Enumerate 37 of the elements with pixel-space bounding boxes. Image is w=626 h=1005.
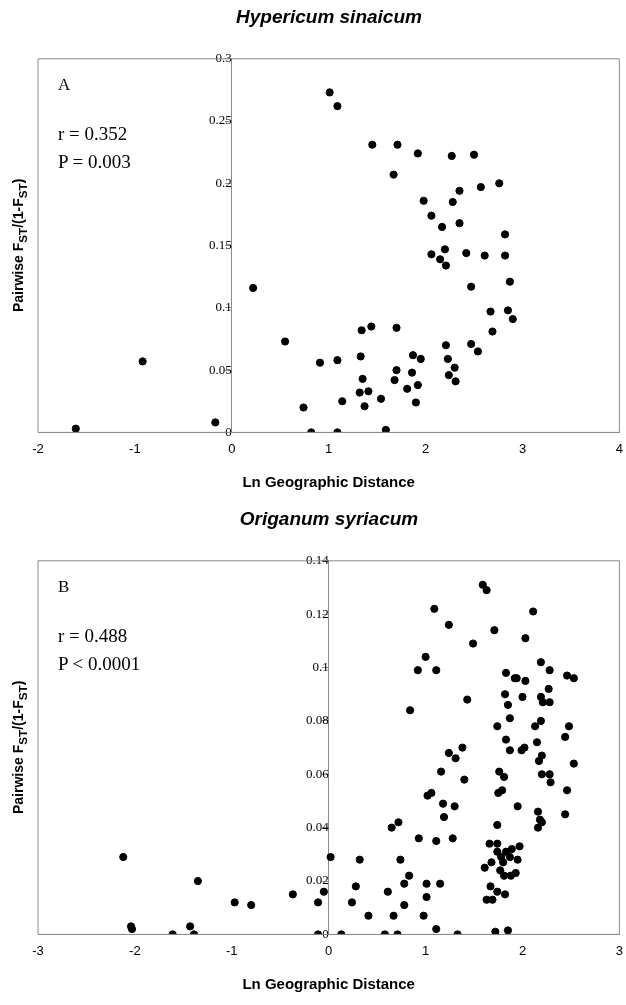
x-tick-label: 4 bbox=[615, 440, 623, 456]
annotation: P < 0.0001 bbox=[58, 652, 141, 675]
y-tick-label: 0.1 bbox=[215, 299, 232, 315]
chart-title: Hypericum sinaicum bbox=[236, 5, 423, 27]
y-tick-label: 0.02 bbox=[305, 872, 329, 888]
x-tick-label: 2 bbox=[421, 440, 430, 456]
y-tick-label: 0.06 bbox=[305, 765, 330, 781]
annotation: B bbox=[58, 576, 70, 597]
x-axis-title: Ln Geographic Distance bbox=[242, 975, 415, 993]
y-tick-label: 0.05 bbox=[209, 361, 232, 377]
x-tick-label: -1 bbox=[226, 942, 238, 958]
y-tick-label: 0 bbox=[322, 925, 329, 941]
y-tick-label: 0.08 bbox=[305, 712, 329, 728]
y-tick-label: 0.15 bbox=[209, 237, 232, 253]
y-tick-label: 0.1 bbox=[312, 658, 329, 674]
y-tick-label: 0.04 bbox=[305, 819, 330, 835]
annotation: A bbox=[58, 74, 71, 95]
x-tick-label: 2 bbox=[518, 942, 527, 958]
x-tick-label: -2 bbox=[129, 942, 141, 958]
annotation: r = 0.488 bbox=[58, 624, 128, 647]
x-tick-label: -2 bbox=[32, 440, 44, 456]
x-tick-label: 1 bbox=[421, 942, 430, 958]
x-tick-label: 3 bbox=[518, 440, 527, 456]
y-tick-label: 0.12 bbox=[305, 605, 329, 621]
y-tick-label: 0.2 bbox=[215, 174, 232, 190]
annotation: P = 0.003 bbox=[58, 150, 131, 173]
y-tick-label: 0.3 bbox=[215, 50, 232, 66]
y-tick-label: 0.14 bbox=[305, 552, 330, 568]
chart-title: Origanum syriacum bbox=[239, 507, 419, 529]
x-tick-label: -3 bbox=[32, 942, 44, 958]
y-tick-label: 0 bbox=[225, 423, 232, 439]
x-axis-title: Ln Geographic Distance bbox=[242, 473, 415, 491]
y-tick-label: 0.25 bbox=[209, 112, 232, 128]
x-tick-label: -1 bbox=[129, 440, 141, 456]
x-tick-label: 3 bbox=[615, 942, 623, 958]
annotation: r = 0.352 bbox=[58, 122, 128, 145]
x-tick-label: 1 bbox=[325, 440, 333, 456]
